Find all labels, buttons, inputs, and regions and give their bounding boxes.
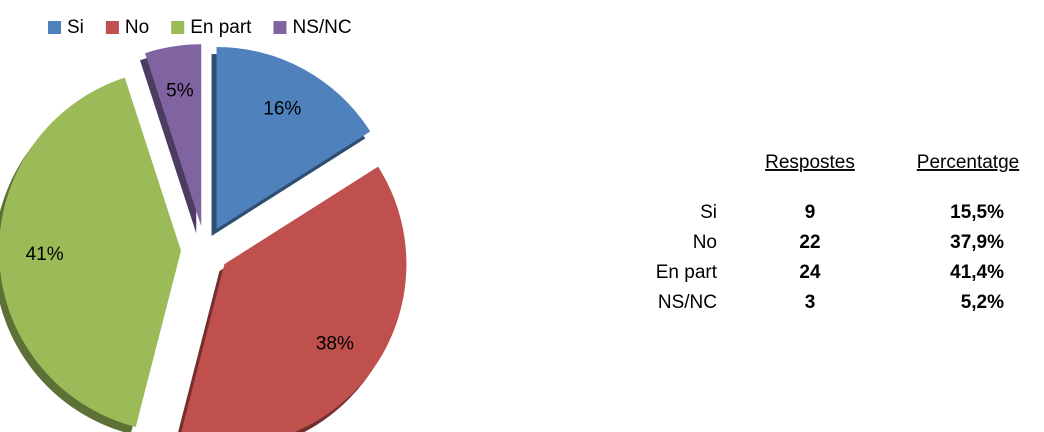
slice-label: 16% [263, 98, 301, 119]
row-label: En part [656, 262, 718, 283]
legend-label: En part [190, 17, 252, 38]
slice [145, 44, 202, 227]
table-header: Percentatge [917, 152, 1019, 173]
slice [181, 166, 407, 432]
row-label: No [693, 232, 717, 253]
legend-label: NS/NC [292, 17, 351, 38]
legend-swatch [105, 21, 119, 34]
row-percent: 37,9% [950, 232, 1004, 253]
slice-label: 38% [316, 333, 354, 354]
legend-swatch [273, 21, 287, 34]
row-percent: 5,2% [961, 292, 1004, 313]
legend-label: No [125, 17, 149, 38]
slice [0, 77, 182, 428]
row-count: 24 [799, 262, 821, 283]
slice [216, 46, 371, 229]
slice-label: 5% [166, 80, 194, 101]
table-header: Respostes [765, 152, 855, 173]
row-label: NS/NC [658, 292, 717, 313]
legend-swatch [171, 21, 185, 34]
legend-swatch [48, 21, 61, 34]
row-percent: 41,4% [950, 262, 1004, 283]
row-count: 9 [805, 202, 816, 223]
row-percent: 15,5% [950, 202, 1004, 223]
row-label: Si [700, 202, 717, 223]
row-count: 3 [805, 292, 816, 313]
row-count: 22 [799, 232, 820, 253]
slice-label: 41% [26, 244, 64, 265]
legend-label: Si [67, 17, 84, 38]
